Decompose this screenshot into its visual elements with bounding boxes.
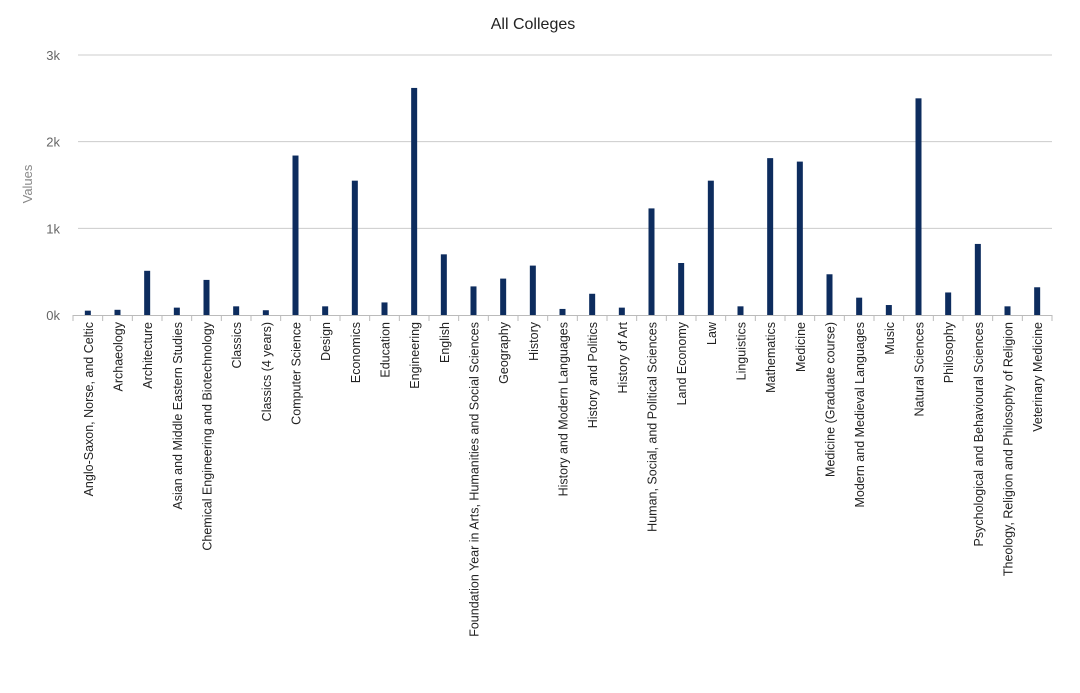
bar: [351, 180, 358, 315]
x-tick-label: History: [527, 321, 541, 361]
x-tick-label: Land Economy: [675, 321, 689, 405]
x-tick-label: History of Art: [616, 321, 630, 393]
x-tick-label: History and Politics: [586, 322, 600, 428]
x-axis-ticks: Anglo-Saxon, Norse, and Celtic Archaeolog…: [72, 315, 1053, 637]
y-tick-label: 3k: [46, 48, 60, 63]
x-tick-label: English: [438, 322, 452, 363]
x-tick-label: Archaeology: [112, 321, 126, 391]
bar: [648, 208, 655, 315]
x-tick-label: Philosophy: [942, 321, 956, 383]
x-tick-label: Education: [379, 322, 393, 378]
x-tick-label: Anglo-Saxon, Norse, and Celtic: [82, 322, 96, 496]
chart-title: All Colleges: [491, 16, 575, 33]
bar: [1034, 287, 1041, 315]
x-tick-label: Classics (4 years): [260, 322, 274, 421]
bar: [885, 305, 892, 315]
bar: [470, 286, 477, 315]
x-tick-label: Economics: [349, 322, 363, 383]
x-tick-label: Mathematics: [764, 322, 778, 393]
y-tick-label: 2k: [46, 135, 60, 150]
bar: [678, 263, 685, 315]
y-axis-ticks: 0k 1k 2k 3k: [46, 48, 60, 323]
y-tick-label: 1k: [46, 221, 60, 236]
bar: [322, 306, 329, 315]
x-tick-label: Theology, Religion and Philosophy of Rel…: [1002, 322, 1016, 576]
bar: [84, 310, 91, 315]
x-tick-label: Modern and Medieval Languages: [853, 322, 867, 508]
x-tick-label: Human, Social, and Political Sciences: [646, 322, 660, 532]
y-tick-label: 0k: [46, 308, 60, 323]
x-tick-label: Music: [883, 322, 897, 355]
bar: [974, 243, 981, 315]
bar: [1004, 306, 1011, 315]
x-tick-label: Foundation Year in Arts, Humanities and …: [468, 322, 482, 637]
bar: [767, 158, 774, 315]
bar: [618, 307, 625, 315]
bar: [589, 293, 596, 315]
x-tick-label: Law: [705, 321, 719, 345]
x-tick-label: Architecture: [141, 322, 155, 389]
bar: [381, 302, 388, 315]
bar: [144, 270, 151, 315]
y-axis-label: Values: [20, 164, 35, 203]
bar: [915, 98, 922, 315]
bar: [440, 254, 447, 315]
bar: [737, 306, 744, 315]
bars: [84, 87, 1041, 315]
x-tick-label: Natural Sciences: [913, 322, 927, 417]
x-tick-label: Engineering: [408, 322, 422, 389]
x-tick-label: Linguistics: [735, 322, 749, 380]
bar: [796, 161, 803, 315]
x-tick-label: Chemical Engineering and Biotechnology: [201, 321, 215, 550]
bar: [559, 308, 566, 315]
x-tick-label: History and Modern Languages: [557, 322, 571, 496]
x-tick-label: Design: [319, 322, 333, 361]
bar: [173, 307, 180, 315]
x-tick-label: Asian and Middle Eastern Studies: [171, 322, 185, 510]
bar: [203, 279, 210, 315]
x-tick-label: Psychological and Behavioural Sciences: [972, 322, 986, 546]
x-tick-label: Veterinary Medicine: [1031, 322, 1045, 432]
bar: [262, 310, 269, 315]
x-tick-label: Medicine: [794, 322, 808, 372]
bar: [114, 309, 121, 315]
bar: [411, 87, 418, 315]
bar: [945, 292, 952, 315]
bar: [529, 265, 536, 315]
gridlines: [78, 54, 1052, 229]
bar: [826, 274, 833, 315]
x-tick-label: Geography: [497, 321, 511, 384]
bar: [707, 180, 714, 315]
bar: [292, 155, 299, 315]
x-tick-label: Computer Science: [290, 322, 304, 425]
bar: [500, 278, 507, 315]
bar: [233, 306, 240, 315]
bar: [856, 297, 863, 315]
x-tick-label: Medicine (Graduate course): [824, 322, 838, 477]
x-tick-label: Classics: [230, 322, 244, 369]
